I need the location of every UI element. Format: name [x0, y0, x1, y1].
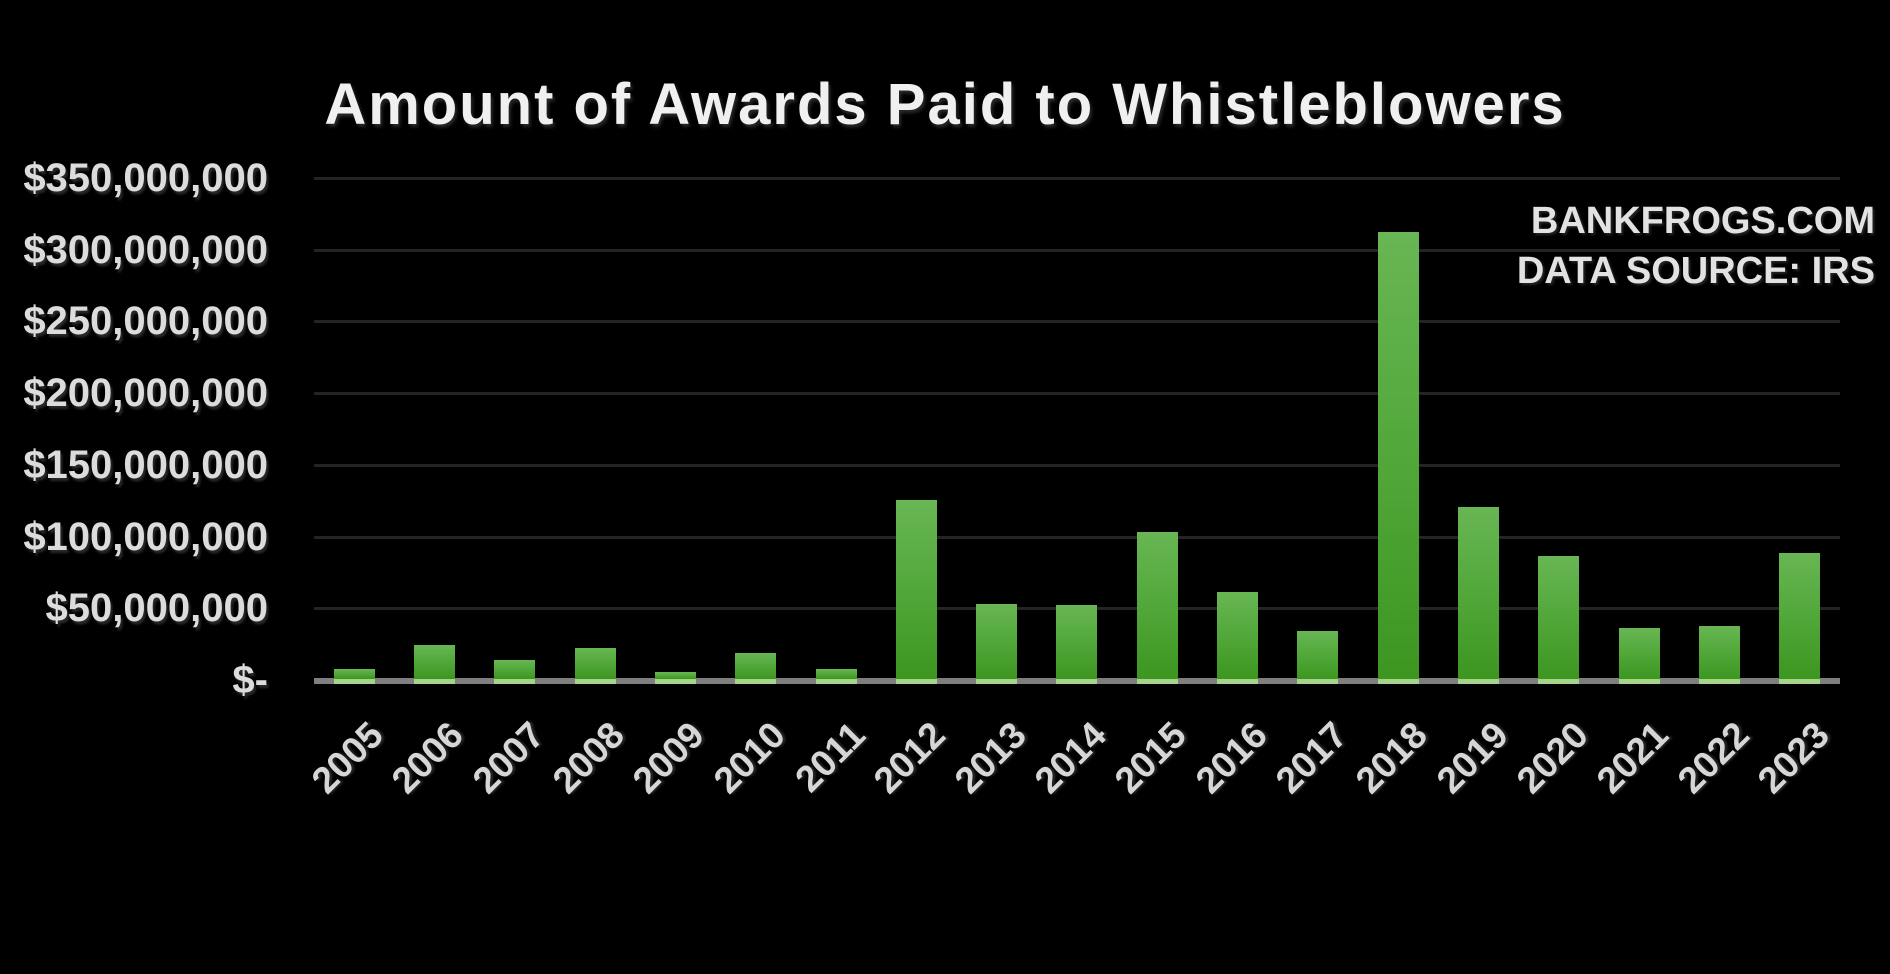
- gridline: [314, 536, 1840, 539]
- y-axis-tick-label: $50,000,000: [45, 586, 268, 630]
- bar-2010: [735, 653, 776, 684]
- bar-2016: [1217, 592, 1258, 684]
- y-axis-tick-label: $200,000,000: [23, 371, 268, 415]
- bar-2021: [1619, 628, 1660, 684]
- bar-2020: [1538, 556, 1579, 684]
- y-axis-tick-label: $250,000,000: [23, 299, 268, 343]
- bar-2011: [816, 669, 857, 684]
- y-axis-tick-label: $100,000,000: [23, 515, 268, 559]
- bar-2018: [1378, 232, 1419, 684]
- bar-2019: [1458, 507, 1499, 684]
- bar-2015: [1137, 532, 1178, 684]
- bar-2023: [1779, 553, 1820, 684]
- y-axis-tick-label: $350,000,000: [23, 156, 268, 200]
- bar-2008: [575, 648, 616, 684]
- bar-2012: [896, 500, 937, 684]
- bar-2006: [414, 645, 455, 684]
- y-axis-tick-label: $150,000,000: [23, 443, 268, 487]
- bar-2005: [334, 669, 375, 684]
- watermark-source: DATA SOURCE: IRS: [1516, 250, 1875, 292]
- y-axis-tick-label: $300,000,000: [23, 228, 268, 272]
- watermark-site: BANKFROGS.COM: [1530, 200, 1875, 242]
- plot-area: [314, 177, 1840, 684]
- gridline: [314, 177, 1840, 180]
- bar-2014: [1056, 605, 1097, 684]
- bar-2022: [1699, 626, 1740, 684]
- gridline: [314, 249, 1840, 252]
- bar-2009: [655, 672, 696, 684]
- bar-2007: [494, 660, 535, 684]
- chart-title: Amount of Awards Paid to Whistleblowers: [324, 71, 1566, 137]
- gridline: [314, 392, 1840, 395]
- gridline: [314, 320, 1840, 323]
- y-axis-tick-label: $-: [232, 658, 268, 702]
- bar-2013: [976, 604, 1017, 684]
- gridline: [314, 464, 1840, 467]
- bar-2017: [1297, 631, 1338, 684]
